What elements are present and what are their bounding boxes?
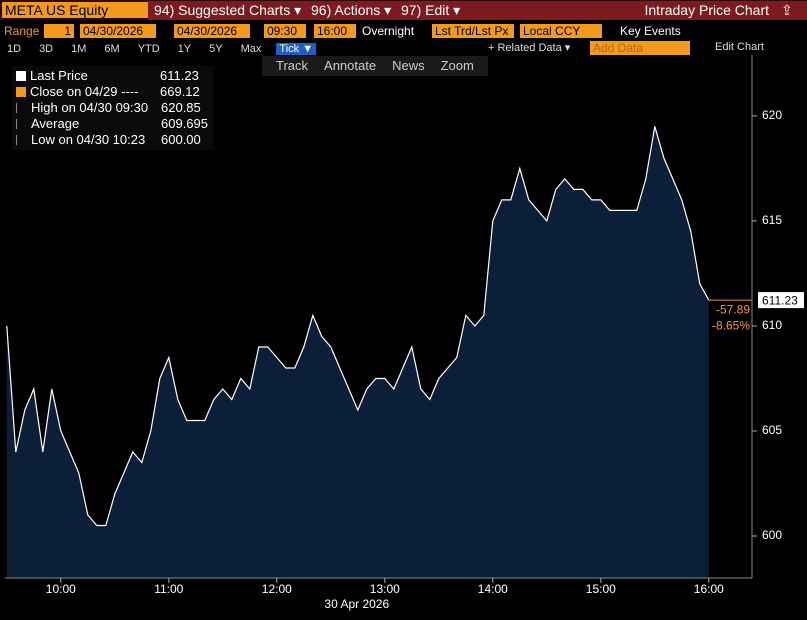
menu-button[interactable]: 96) Actions ▾ [305, 1, 398, 20]
chart-tool[interactable]: Annotate [324, 58, 377, 73]
add-data[interactable]: Add Data [590, 41, 690, 55]
window-title: Intraday Price Chart [463, 1, 775, 20]
start-time[interactable]: 09:30 [264, 24, 306, 38]
period-button[interactable]: Tick ▼ [276, 43, 317, 55]
period-button[interactable]: Max [240, 43, 262, 55]
period-button[interactable]: YTD [137, 43, 160, 55]
legend-row: High on 04/30 09:30 620.85 [16, 100, 208, 116]
legend-row: Average 609.695 [16, 116, 208, 132]
last-price-box [758, 292, 804, 309]
period-button[interactable]: 6M [104, 43, 120, 55]
legend-label: Average [31, 116, 80, 131]
end-date[interactable]: 04/30/2026 [174, 24, 250, 38]
legend-swatch [16, 71, 26, 81]
legend-value: 611.23 [160, 68, 199, 83]
edit-chart[interactable]: Edit Chart [715, 41, 764, 53]
x-tick-label: 16:00 [694, 582, 724, 596]
legend-swatch [16, 87, 26, 97]
legend: Last Price 611.23 Close on 04/29 ---- 669.1… [12, 66, 214, 150]
chart-tool[interactable]: News [392, 58, 425, 73]
legend-label: Close on 04/29 ---- [30, 84, 139, 99]
menu-button[interactable]: 97) Edit ▾ [395, 1, 467, 20]
legend-swatch [16, 119, 27, 129]
change-pct-label: -8.65% [712, 318, 750, 332]
currency[interactable]: Local CCY [520, 24, 602, 38]
legend-label: Low on 04/30 10:23 [31, 132, 146, 147]
legend-label: High on 04/30 09:30 [31, 100, 149, 115]
period-button[interactable]: 1D [7, 43, 22, 55]
x-tick-label: 12:00 [262, 582, 292, 596]
x-tick-label: 13:00 [370, 582, 400, 596]
legend-swatch [16, 135, 27, 145]
period-button[interactable]: 5Y [209, 43, 223, 55]
chart: 611.23 -57.89 -8.65% 600 605 610 615 620 10:00 11… [5, 55, 804, 611]
overnight-toggle[interactable]: Overnight [362, 24, 415, 38]
range-label: Range [4, 24, 40, 38]
period-button[interactable]: 3D [39, 43, 54, 55]
key-events-toggle[interactable]: Key Events [620, 24, 681, 38]
price-type[interactable]: Lst Trd/Lst Px [432, 24, 514, 38]
legend-row: Last Price 611.23 [16, 68, 208, 84]
y-tick-label: 615 [762, 213, 782, 227]
x-tick-label: 11:00 [154, 582, 183, 596]
price-line [6, 126, 710, 527]
legend-value: 669.12 [160, 84, 200, 99]
menu-button[interactable]: 94) Suggested Charts ▾ [148, 1, 308, 20]
period-button[interactable]: 1M [71, 43, 87, 55]
legend-row: Low on 04/30 10:23 600.00 [16, 132, 208, 148]
period-field[interactable]: 1 [44, 24, 74, 38]
y-tick-label: 610 [762, 318, 782, 332]
chart-tool[interactable]: Track [276, 58, 309, 73]
x-axis-label: 30 Apr 2026 [324, 597, 389, 611]
legend-label: Last Price [30, 68, 88, 83]
legend-value: 620.85 [161, 100, 201, 115]
legend-value: 600.00 [161, 132, 201, 147]
start-date[interactable]: 04/30/2026 [80, 24, 156, 38]
change-label: -57.89 [716, 302, 750, 316]
end-time[interactable]: 16:00 [314, 24, 356, 38]
last-price-label: 611.23 [762, 293, 798, 307]
related-data[interactable]: + Related Data ▾ [488, 42, 571, 54]
chart-tool[interactable]: Zoom [440, 58, 474, 73]
legend-value: 609.695 [161, 116, 208, 131]
export-icon[interactable]: ⇪ [775, 1, 807, 20]
security-field[interactable]: META US Equity [2, 2, 148, 18]
price-area [6, 126, 709, 579]
legend-row: Close on 04/29 ---- 669.12 [16, 84, 208, 100]
y-tick-label: 605 [762, 423, 782, 437]
period-buttons: 1D 3D 1M 6M YTD 1Y 5Y Max Tick ▼ [4, 41, 328, 55]
chart-toolbar: Track Annotate News Zoom [262, 56, 488, 76]
x-tick-label: 10:00 [46, 582, 76, 596]
period-button[interactable]: 1Y [177, 43, 192, 55]
y-tick-label: 600 [762, 528, 782, 542]
x-tick-label: 15:00 [586, 582, 616, 596]
x-tick-label: 14:00 [478, 582, 508, 596]
y-tick-label: 620 [762, 108, 782, 122]
legend-swatch [16, 103, 27, 113]
